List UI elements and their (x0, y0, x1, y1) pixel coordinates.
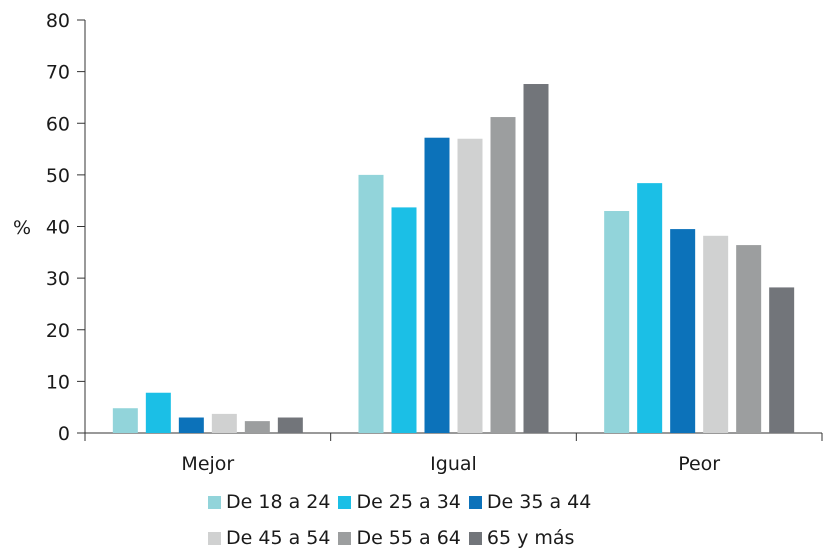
legend-swatch (208, 495, 221, 509)
y-tick-label: 0 (58, 423, 70, 445)
bar (391, 207, 417, 433)
legend-swatch (338, 531, 352, 545)
legend-swatch (468, 495, 482, 509)
bar (178, 417, 204, 433)
bar (424, 137, 450, 433)
y-tick-label: 70 (46, 62, 70, 84)
legend-item: De 18 a 24 (208, 484, 330, 520)
bar (670, 229, 696, 433)
bar (244, 421, 270, 433)
bar (736, 245, 762, 433)
y-tick-label: 50 (46, 165, 70, 187)
legend-label: De 35 a 44 (486, 491, 592, 513)
legend: De 18 a 24 De 25 a 34 De 35 a 44 De 45 a… (208, 484, 648, 556)
y-tick-label: 30 (46, 268, 70, 290)
legend-row-1: De 18 a 24 De 25 a 34 De 35 a 44 (208, 484, 648, 520)
bar (211, 413, 237, 433)
legend-swatch (338, 495, 352, 509)
bar (277, 417, 303, 433)
legend-label: De 55 a 64 (356, 527, 461, 549)
bar-chart: 0 10 20 30 40 50 60 70 80 Mejor Igual Peor % (13, 10, 823, 475)
legend-item: De 45 a 54 (208, 520, 330, 556)
bar (523, 84, 549, 433)
y-tick-label: 40 (46, 217, 70, 239)
legend-label: De 45 a 54 (226, 527, 331, 549)
y-tick-label: 60 (46, 113, 70, 135)
y-tick-label: 20 (46, 320, 70, 342)
legend-label: De 18 a 24 (226, 491, 331, 513)
legend-row-2: De 45 a 54 De 55 a 64 65 y más (208, 520, 648, 556)
bar (145, 392, 171, 433)
legend-label: 65 y más (486, 527, 575, 549)
legend-label: De 25 a 34 (356, 491, 461, 513)
y-tick-label: 10 (46, 371, 70, 393)
legend-item: 65 y más (468, 520, 575, 556)
legend-item: De 35 a 44 (468, 484, 592, 520)
legend-item: De 25 a 34 (338, 484, 461, 520)
x-tick-label: Peor (678, 453, 720, 475)
bar (703, 235, 729, 433)
y-tick-label: 80 (46, 10, 70, 32)
legend-swatch (468, 531, 482, 545)
bars (112, 84, 795, 434)
x-tick-label: Mejor (181, 453, 234, 475)
bar (490, 117, 516, 434)
legend-item: De 55 a 64 (338, 520, 461, 556)
x-axis: Mejor Igual Peor (84, 432, 823, 475)
x-tick-label: Igual (430, 453, 477, 475)
y-axis: 0 10 20 30 40 50 60 70 80 (46, 10, 86, 445)
legend-swatch (208, 531, 221, 545)
bar (358, 174, 384, 433)
bar (457, 138, 483, 434)
bar (769, 287, 795, 433)
bar (637, 183, 663, 433)
y-axis-label: % (13, 217, 31, 239)
bar (112, 408, 138, 433)
bar (604, 211, 630, 433)
